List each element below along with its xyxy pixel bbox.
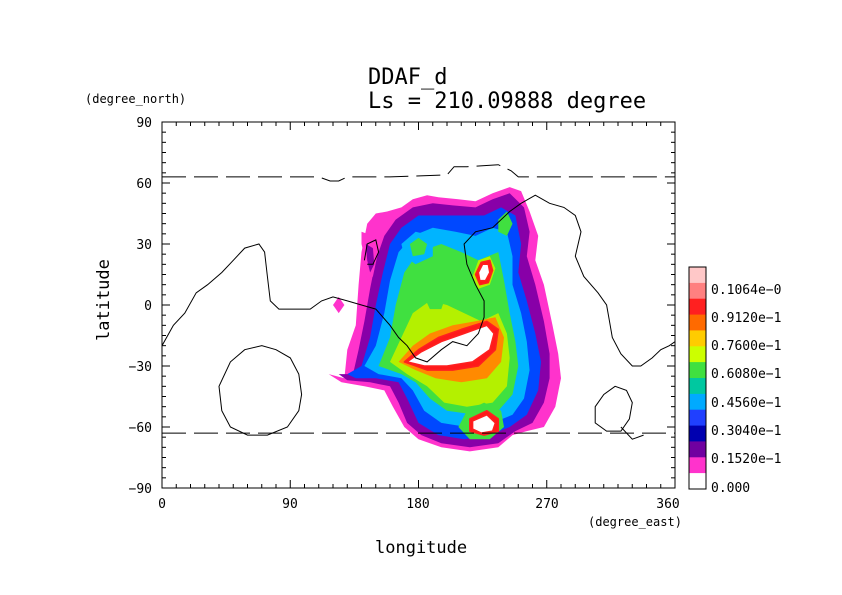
x-tick-label: 90	[282, 497, 298, 512]
colorbar-segment	[689, 425, 706, 442]
x-unit-label: (degree_east)	[588, 515, 682, 529]
colorbar-segment	[689, 457, 706, 474]
contour-region	[471, 414, 497, 434]
contour-line	[363, 239, 380, 265]
colorbar-label: 0.3040e−1	[711, 424, 781, 439]
x-tick-labels: 0 90 180 270 360	[158, 497, 680, 512]
y-tick-label: 30	[136, 238, 152, 253]
contour-region	[409, 237, 428, 257]
contour-line	[162, 194, 675, 367]
contour-region	[360, 325, 363, 328]
colorbar-segment	[689, 282, 706, 300]
y-tick-label: −90	[129, 482, 152, 497]
colorbar-label: 0.9120e−1	[711, 311, 781, 326]
x-tick-label: 180	[406, 497, 429, 512]
chart-subtitle: Ls = 210.09888 degree	[368, 89, 646, 114]
colorbar-segment	[689, 473, 706, 490]
colorbar-segment	[689, 330, 706, 347]
colorbar-segment	[689, 378, 706, 395]
contour-lines	[162, 164, 675, 440]
colorbar-segment	[689, 441, 706, 458]
colorbar-segment	[689, 298, 706, 316]
x-tick-label: 270	[535, 497, 558, 512]
colorbar-label: 0.1064e−0	[711, 283, 781, 298]
y-tick-labels: 90 60 30 0 −30 −60 −90	[129, 116, 152, 497]
colorbar-frame	[688, 266, 707, 490]
colorbar-label: 0.1520e−1	[711, 452, 781, 467]
y-tick-label: −30	[129, 360, 152, 375]
contour-line	[218, 345, 303, 436]
colorbar-label: 0.000	[711, 481, 750, 496]
dashed-contour-line	[162, 164, 675, 182]
plot-area	[161, 121, 676, 489]
colorbar-segment	[689, 393, 706, 411]
y-axis-label: latitude	[94, 259, 114, 341]
colorbar-segment	[689, 346, 706, 363]
contour-region	[424, 284, 447, 310]
colorbar-label: 0.4560e−1	[711, 396, 781, 411]
y-tick-label: 60	[136, 177, 152, 192]
y-tick-label: 0	[144, 299, 152, 314]
x-axis-label: longitude	[375, 538, 467, 558]
contour-region	[477, 263, 491, 282]
colorbar-segment	[689, 267, 706, 284]
axis-ticks	[161, 121, 676, 489]
contour-line	[594, 385, 633, 432]
x-tick-label: 360	[656, 497, 679, 512]
colorbar-segment	[689, 314, 706, 331]
colorbar: 0.1064e−0 0.9120e−1 0.7600e−1 0.6080e−1 …	[688, 266, 781, 496]
colorbar-segment	[689, 409, 706, 427]
contour-region	[406, 324, 495, 367]
x-tick-label: 0	[158, 497, 166, 512]
colorbar-label: 0.7600e−1	[711, 339, 781, 354]
colorbar-label: 0.6080e−1	[711, 367, 781, 382]
contour-line	[620, 426, 644, 440]
y-tick-label: 90	[136, 116, 152, 131]
filled-contours	[328, 187, 561, 452]
contour-region	[333, 296, 345, 314]
y-tick-label: −60	[129, 421, 152, 436]
contour-region	[498, 211, 513, 236]
chart-title: DDAF_d	[368, 65, 447, 90]
contour-region	[365, 244, 375, 273]
colorbar-segment	[689, 362, 706, 379]
y-unit-label: (degree_north)	[85, 92, 186, 106]
